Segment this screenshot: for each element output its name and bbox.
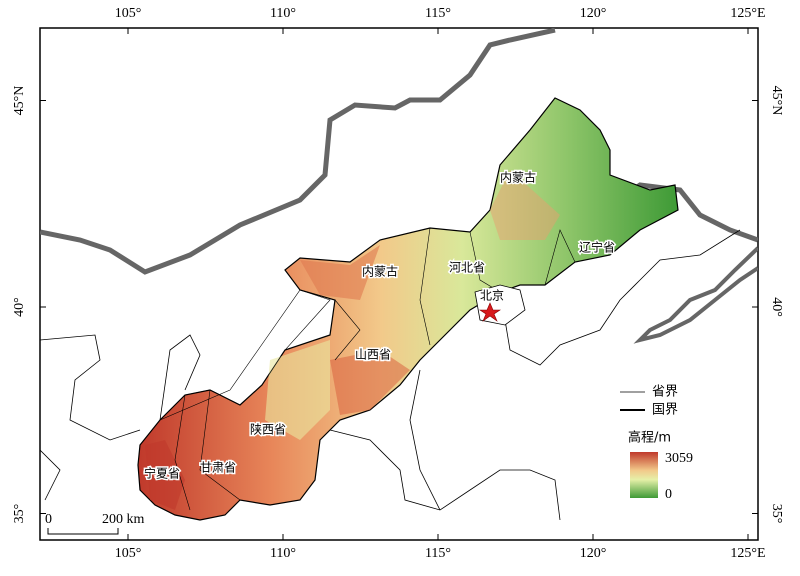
lon-label: 105°: [115, 6, 142, 21]
graticule: 105° 105° 110° 110° 115° 115° 120° 120° 125°E 125…: [12, 6, 784, 561]
country-border: [40, 28, 556, 275]
scale-line: [47, 528, 119, 535]
province-border: [409, 369, 441, 511]
lon-label: 125°E: [730, 546, 765, 561]
lon-label: 115°: [425, 6, 451, 21]
place-label: 宁夏省: [144, 466, 180, 481]
place-label: 河北省: [449, 261, 485, 275]
province-border: [329, 429, 561, 521]
beijing-star: [479, 302, 501, 322]
lat-label: 35°: [769, 504, 784, 524]
lon-label: 110°: [270, 546, 296, 561]
basemap: [40, 28, 758, 521]
place-label: 内蒙古: [362, 264, 398, 279]
lon-label: 120°: [580, 6, 607, 21]
place-label: 内蒙古: [500, 170, 536, 185]
lon-label: 125°E: [730, 6, 765, 21]
relief: [330, 350, 410, 415]
lon-label: 115°: [425, 546, 451, 561]
legend: 省界 国界 高程/m 3059 0: [620, 385, 693, 502]
relief: [265, 340, 330, 440]
lat-label: 45°N: [12, 86, 27, 116]
province-border: [174, 227, 576, 511]
legend-label: 省界: [652, 385, 678, 400]
lat-label: 35°: [12, 504, 27, 524]
lat-label: 40°: [769, 297, 784, 317]
legend-min: 0: [665, 487, 672, 502]
lon-label: 120°: [580, 546, 607, 561]
place-label: 山西省: [355, 348, 391, 362]
lat-label: 40°: [12, 297, 27, 317]
province-border: [504, 229, 741, 366]
lat-label: 45°N: [769, 86, 784, 116]
legend-title: 高程/m: [628, 430, 671, 446]
relief: [490, 170, 560, 240]
place-label: 北京: [480, 289, 504, 303]
place-label: 陕西省: [250, 422, 286, 437]
scale-bar: 0 200 km: [45, 512, 145, 535]
place-label: 辽宁省: [579, 240, 615, 255]
lon-label: 110°: [270, 6, 296, 21]
province-border: [159, 334, 201, 421]
place-label: 甘肃省: [200, 461, 236, 475]
legend-label: 国界: [652, 403, 678, 418]
relief: [300, 245, 380, 300]
legend-colorbar: [630, 452, 658, 498]
scale-start: 0: [45, 512, 52, 527]
province-border: [40, 449, 61, 501]
relief: [145, 440, 185, 510]
scale-end: 200 km: [102, 512, 145, 527]
coastline: [633, 246, 758, 344]
lon-label: 105°: [115, 546, 142, 561]
province-border: [40, 334, 141, 441]
legend-max: 3059: [665, 451, 693, 466]
